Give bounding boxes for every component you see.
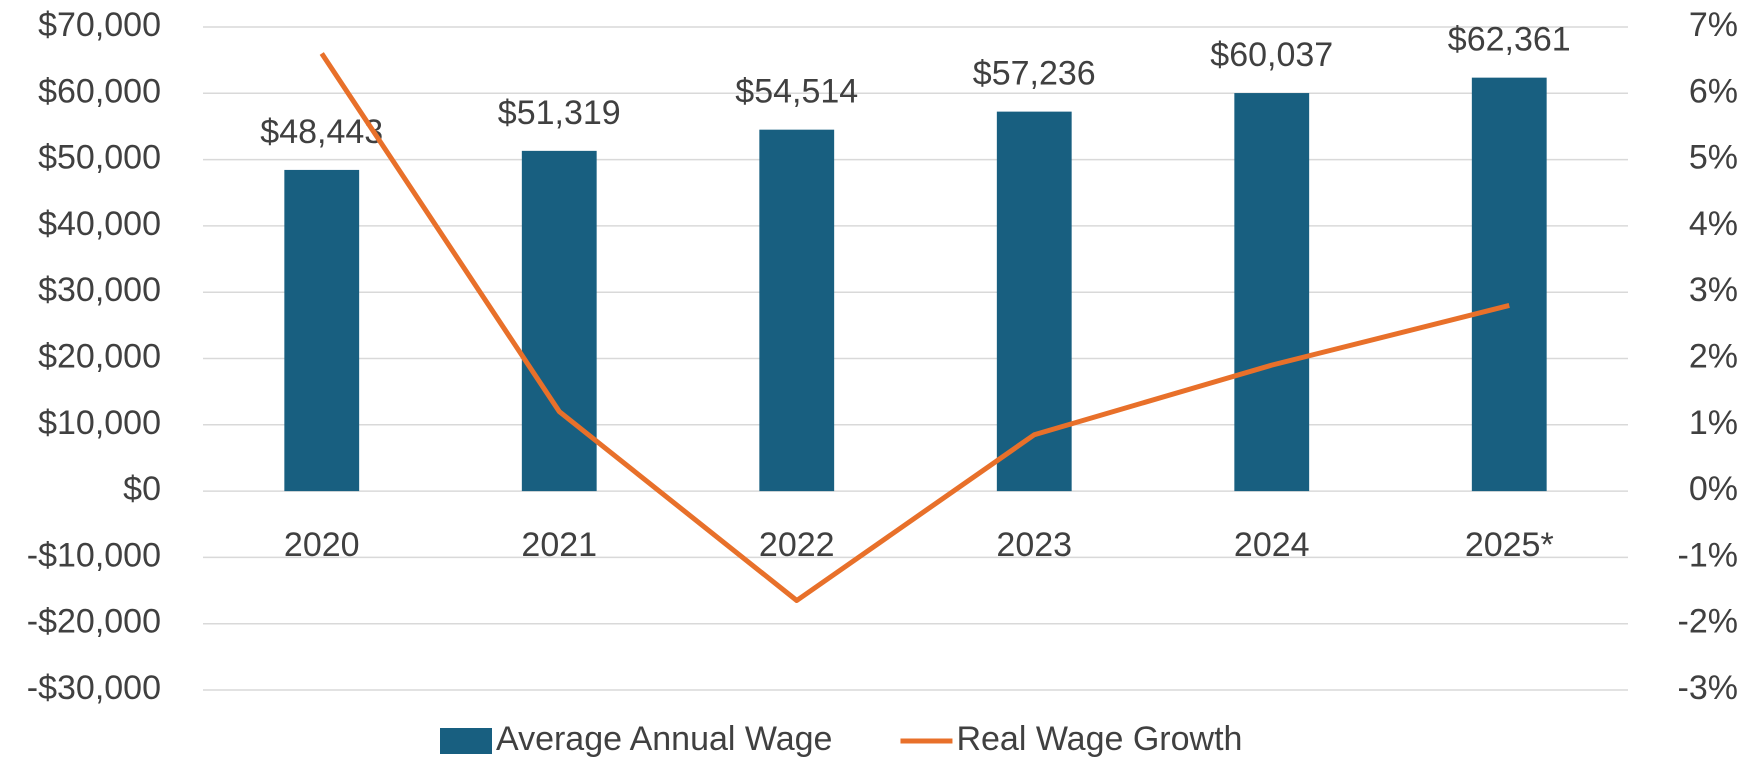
legend-swatch	[440, 728, 492, 754]
y-tick-label: $50,000	[38, 139, 161, 177]
bar	[284, 169, 360, 492]
y-tick-label: $60,000	[38, 72, 161, 110]
y-tick-label: $20,000	[38, 337, 161, 375]
y-tick-label: $70,000	[38, 6, 161, 44]
bar	[1471, 77, 1547, 492]
y-tick-label: $0	[123, 470, 161, 508]
y-tick-label: -$30,000	[27, 669, 161, 707]
data-label: $60,037	[1210, 36, 1333, 74]
y2-tick-label: 1%	[1689, 404, 1738, 442]
x-tick-label: 2025*	[1465, 526, 1554, 564]
data-label: $57,236	[973, 55, 1096, 93]
y2-tick-label: 0%	[1689, 470, 1738, 508]
y-tick-label: -$10,000	[27, 536, 161, 574]
data-label: $51,319	[498, 94, 621, 132]
x-tick-label: 2022	[759, 526, 835, 564]
data-label: $62,361	[1448, 21, 1571, 59]
y2-tick-label: 3%	[1689, 271, 1738, 309]
y2-tick-label: -1%	[1678, 536, 1738, 574]
y-tick-label: -$20,000	[27, 603, 161, 641]
x-tick-label: 2021	[521, 526, 597, 564]
x-tick-label: 2020	[284, 526, 360, 564]
y2-tick-label: 4%	[1689, 205, 1738, 243]
legend-label: Real Wage Growth	[956, 720, 1242, 758]
y-tick-label: $40,000	[38, 205, 161, 243]
y2-tick-label: 2%	[1689, 337, 1738, 375]
line	[319, 52, 1510, 603]
bar	[759, 129, 835, 492]
bar	[1234, 93, 1310, 492]
y2-tick-label: 7%	[1689, 6, 1738, 44]
legend-label: Average Annual Wage	[496, 720, 832, 758]
y2-tick-label: -2%	[1678, 603, 1738, 641]
y2-tick-label: -3%	[1678, 669, 1738, 707]
x-tick-label: 2023	[996, 526, 1072, 564]
y-tick-label: $30,000	[38, 271, 161, 309]
data-label: $54,514	[735, 73, 858, 111]
bar	[521, 150, 597, 492]
y2-tick-label: 5%	[1689, 139, 1738, 177]
x-tick-label: 2024	[1234, 526, 1310, 564]
y2-tick-label: 6%	[1689, 72, 1738, 110]
y-tick-label: $10,000	[38, 404, 161, 442]
